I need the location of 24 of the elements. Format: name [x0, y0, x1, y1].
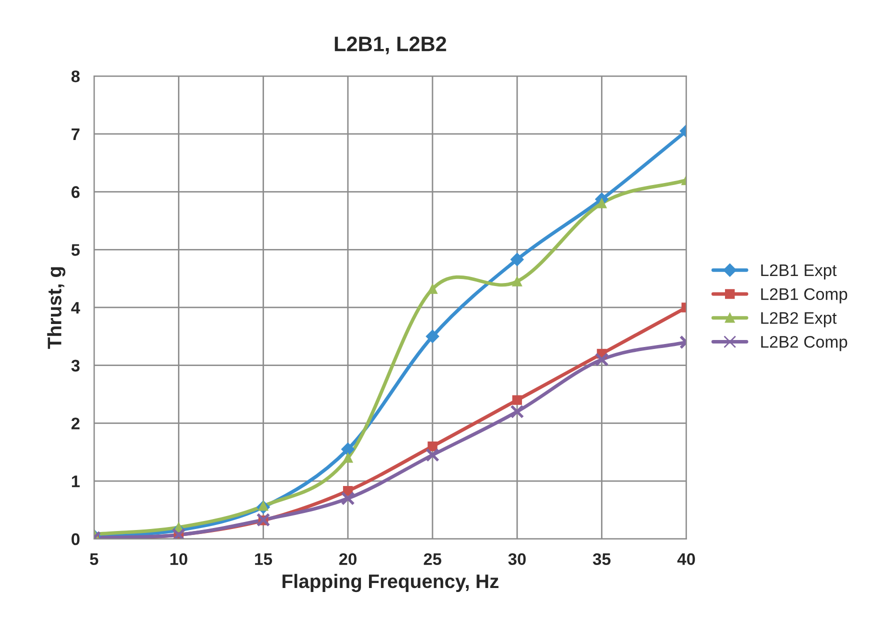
legend-label: L2B1 Expt — [761, 264, 837, 280]
y-tick-label: 2 — [71, 418, 80, 430]
x-tick-label: 15 — [255, 553, 272, 566]
legend-label: L2B2 Expt — [761, 312, 837, 328]
x-tick-label: 25 — [424, 553, 442, 566]
legend-label: L2B2 Comp — [761, 336, 848, 352]
x-tick-label: 5 — [90, 553, 98, 566]
x-tick-label: 10 — [170, 553, 188, 566]
chart-title: L2B1, L2B2 — [334, 36, 446, 54]
x-tick-label: 20 — [339, 553, 356, 566]
y-tick-label: 1 — [72, 476, 80, 488]
y-tick-label: 6 — [72, 186, 80, 198]
y-tick-label: 4 — [71, 302, 80, 314]
x-tick-label: 30 — [508, 553, 526, 566]
y-tick-label: 8 — [71, 70, 80, 82]
x-tick-label: 40 — [677, 553, 695, 566]
y-tick-label: 0 — [72, 533, 80, 546]
x-tick-label: 35 — [592, 553, 611, 566]
x-axis-title: Flapping Frequency, Hz — [282, 574, 498, 592]
y-tick-label: 5 — [71, 244, 80, 256]
y-tick-label: 3 — [71, 360, 80, 372]
y-axis-title: Thrust, g — [47, 267, 66, 349]
y-tick-label: 7 — [72, 128, 80, 140]
legend-label: L2B1 Comp — [761, 288, 848, 304]
